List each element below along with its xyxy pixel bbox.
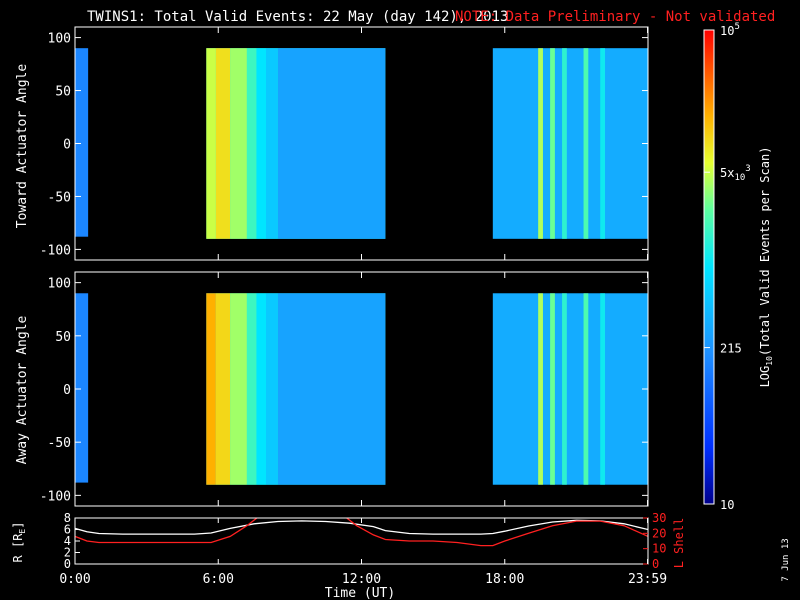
y-tick-label: -50 <box>48 436 71 451</box>
date-stamp: 7 Jun 13 <box>781 538 791 581</box>
data-stripe <box>266 293 278 485</box>
data-block <box>492 293 648 485</box>
time-xlabel: Time (UT) <box>325 586 395 600</box>
data-stripe <box>215 293 231 485</box>
data-stripe <box>256 48 266 239</box>
data-stripe <box>550 293 555 485</box>
data-stripe <box>230 48 247 239</box>
away-ylabel: Away Actuator Angle <box>15 315 30 464</box>
colorbar-label-sub: 10 <box>765 356 774 366</box>
right-y-tick-label: 0 <box>652 557 659 571</box>
colorbar-label-main: LOG <box>758 366 772 388</box>
left-y-tick-label: 2 <box>64 546 71 560</box>
lshell-line <box>345 518 648 547</box>
y-tick-label: 100 <box>48 277 71 292</box>
data-stripe <box>246 293 257 485</box>
toward-heatmap-panel: 100 50 0 -50 -100 <box>40 26 649 261</box>
r-ylabel-end: ] <box>11 522 25 529</box>
data-block <box>492 48 648 239</box>
data-stripe <box>562 48 567 239</box>
colorbar-label-rest: (Total Valid Events per Scan) <box>758 147 772 357</box>
y-tick-label: -100 <box>40 243 71 258</box>
data-stripe <box>562 293 567 485</box>
preliminary-note: NOTE: Data Preliminary - Not validated <box>455 9 775 25</box>
colorbar-scale <box>703 29 715 505</box>
x-tick-label: 12:00 <box>342 572 381 587</box>
right-y-tick-label: 20 <box>652 526 666 540</box>
r-ylabel-sub: E <box>18 529 27 534</box>
data-stripe <box>583 293 589 485</box>
colorbar-tick-exp: 5 <box>734 22 739 32</box>
away-heatmap-panel: 100 50 0 -50 -100 <box>40 271 649 507</box>
x-tick-label: 6:00 <box>203 572 234 587</box>
y-tick-label: 0 <box>63 383 71 398</box>
lshell-ylabel: L Shell <box>672 518 686 569</box>
left-y-tick-label: 6 <box>64 523 71 537</box>
data-stripe <box>538 293 543 485</box>
colorbar-tick-base2: 10 <box>734 173 745 183</box>
data-stripe <box>266 48 278 239</box>
x-tick-label: 0:00 <box>59 572 90 587</box>
data-stripe <box>206 48 216 239</box>
r-ylabel-main: R [R <box>11 533 25 563</box>
x-tick-label: 18:00 <box>485 572 524 587</box>
r-distance-line <box>75 519 648 535</box>
data-stripe <box>215 48 231 239</box>
data-stripe <box>230 293 247 485</box>
right-y-tick-label: 30 <box>652 511 666 525</box>
colorbar-tick-base: 215 <box>720 342 742 356</box>
y-tick-label: -100 <box>40 489 71 504</box>
y-tick-label: 50 <box>55 85 71 100</box>
colorbar-tick-base: 5x <box>720 166 734 180</box>
data-block <box>75 293 89 483</box>
left-y-tick-label: 8 <box>64 511 71 525</box>
colorbar-tick-label: 10 <box>720 498 734 512</box>
data-stripe <box>550 48 555 239</box>
data-stripe <box>277 48 386 239</box>
colorbar-tick-base: 10 <box>720 498 734 512</box>
data-stripe <box>277 293 386 485</box>
data-stripe <box>246 48 257 239</box>
x-tick-label: 23:59 <box>628 572 667 587</box>
y-tick-label: 0 <box>63 138 71 153</box>
data-stripe <box>206 293 216 485</box>
r-ylabel: R [RE] <box>11 522 27 563</box>
data-stripe <box>583 48 589 239</box>
y-tick-label: 50 <box>55 330 71 345</box>
colorbar-tick-base: 10 <box>720 24 734 38</box>
figure-title: TWINS1: Total Valid Events: 22 May (day … <box>87 9 508 25</box>
right-y-tick-label: 10 <box>652 542 666 556</box>
y-tick-label: -50 <box>48 190 71 205</box>
colorbar-tick-label: 105 <box>720 22 740 38</box>
colorbar-tick-exp: 3 <box>745 164 750 174</box>
orbit-lines <box>75 518 648 547</box>
data-stripe <box>538 48 543 239</box>
data-stripe <box>600 293 606 485</box>
data-stripe <box>600 48 606 239</box>
toward-ylabel: Toward Actuator Angle <box>15 64 30 229</box>
colorbar-tick-label: 215 <box>720 342 742 356</box>
data-block <box>75 48 89 237</box>
left-y-tick-label: 0 <box>64 557 71 571</box>
data-stripe <box>256 293 266 485</box>
lshell-line <box>75 518 258 544</box>
colorbar-label: LOG10(Total Valid Events per Scan) <box>758 147 774 388</box>
colorbar-tick-label: 5x103 <box>720 164 751 183</box>
left-y-tick-label: 4 <box>64 534 71 548</box>
y-tick-label: 100 <box>48 32 71 47</box>
